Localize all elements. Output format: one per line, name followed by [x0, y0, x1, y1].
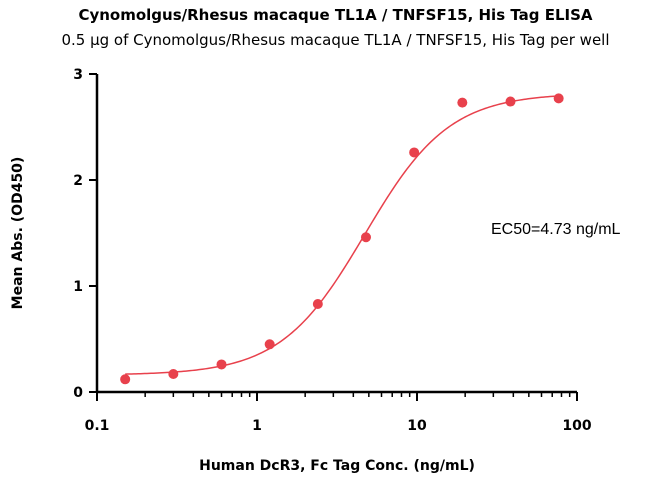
ec50-annotation: EC50=4.73 ng/mL [491, 221, 621, 238]
data-point [505, 96, 516, 107]
y-tick-label: 3 [73, 67, 83, 83]
data-point [553, 93, 564, 104]
ticks-group: 0 1 2 3 0.1 1 10 100 [73, 67, 592, 434]
data-point [457, 97, 468, 108]
x-tick-label: 1 [252, 418, 262, 434]
x-axis-label: Human DcR3, Fc Tag Conc. (ng/mL) [199, 458, 475, 474]
axes-group [95, 74, 577, 394]
data-point [264, 339, 275, 350]
chart-subtitle: 0.5 μg of Cynomolgus/Rhesus macaque TL1A… [61, 31, 610, 49]
fit-curve-group [125, 95, 559, 375]
y-tick-label: 1 [73, 279, 83, 295]
data-point [312, 299, 323, 310]
data-point [168, 368, 179, 379]
data-point [216, 359, 227, 370]
fit-curve-line [125, 95, 559, 375]
x-tick-label: 0.1 [85, 418, 110, 434]
data-point [120, 374, 131, 385]
y-tick-label: 2 [73, 173, 83, 189]
chart-title: Cynomolgus/Rhesus macaque TL1A / TNFSF15… [78, 6, 593, 24]
data-points-group [120, 93, 564, 385]
data-point [409, 147, 420, 158]
x-tick-label: 10 [407, 418, 427, 434]
y-axis-label: Mean Abs. (OD450) [10, 157, 26, 310]
data-point [360, 232, 371, 243]
y-tick-label: 0 [73, 385, 83, 401]
x-tick-label: 100 [562, 418, 591, 434]
